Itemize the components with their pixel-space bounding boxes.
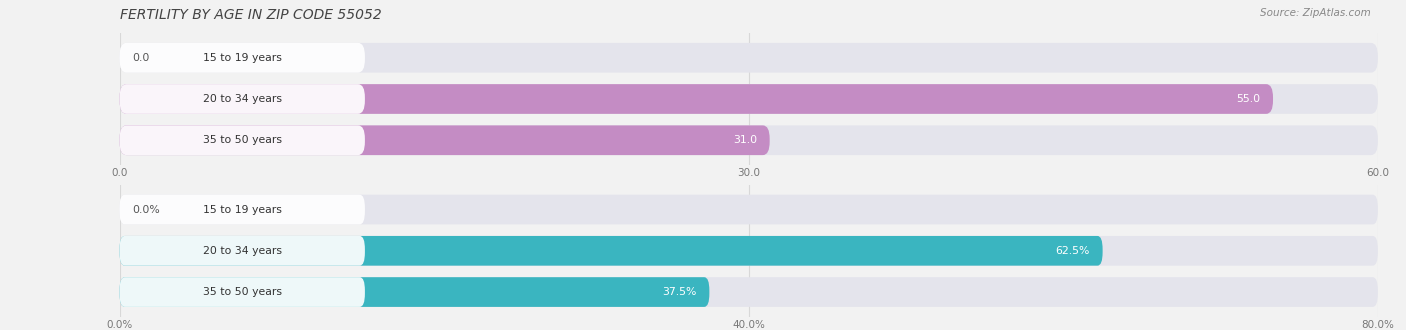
FancyBboxPatch shape — [120, 43, 1378, 73]
Text: 31.0: 31.0 — [733, 135, 756, 145]
Text: 20 to 34 years: 20 to 34 years — [202, 246, 281, 256]
Text: 35 to 50 years: 35 to 50 years — [202, 135, 281, 145]
FancyBboxPatch shape — [120, 236, 1378, 266]
FancyBboxPatch shape — [120, 236, 1102, 266]
FancyBboxPatch shape — [120, 277, 1378, 307]
Text: 35 to 50 years: 35 to 50 years — [202, 287, 281, 297]
FancyBboxPatch shape — [120, 195, 366, 224]
Text: 62.5%: 62.5% — [1056, 246, 1090, 256]
Text: 0.0: 0.0 — [132, 53, 149, 63]
FancyBboxPatch shape — [120, 125, 769, 155]
FancyBboxPatch shape — [120, 84, 1272, 114]
FancyBboxPatch shape — [120, 277, 710, 307]
FancyBboxPatch shape — [120, 84, 1378, 114]
FancyBboxPatch shape — [120, 236, 366, 266]
Text: 55.0: 55.0 — [1236, 94, 1260, 104]
FancyBboxPatch shape — [120, 277, 366, 307]
Text: 20 to 34 years: 20 to 34 years — [202, 94, 281, 104]
Text: FERTILITY BY AGE IN ZIP CODE 55052: FERTILITY BY AGE IN ZIP CODE 55052 — [120, 8, 381, 22]
FancyBboxPatch shape — [120, 125, 1378, 155]
FancyBboxPatch shape — [120, 43, 366, 73]
FancyBboxPatch shape — [120, 195, 1378, 224]
Text: 15 to 19 years: 15 to 19 years — [202, 205, 281, 214]
FancyBboxPatch shape — [120, 84, 366, 114]
Text: 37.5%: 37.5% — [662, 287, 697, 297]
Text: Source: ZipAtlas.com: Source: ZipAtlas.com — [1260, 8, 1371, 18]
Text: 0.0%: 0.0% — [132, 205, 160, 214]
FancyBboxPatch shape — [120, 125, 366, 155]
Text: 15 to 19 years: 15 to 19 years — [202, 53, 281, 63]
